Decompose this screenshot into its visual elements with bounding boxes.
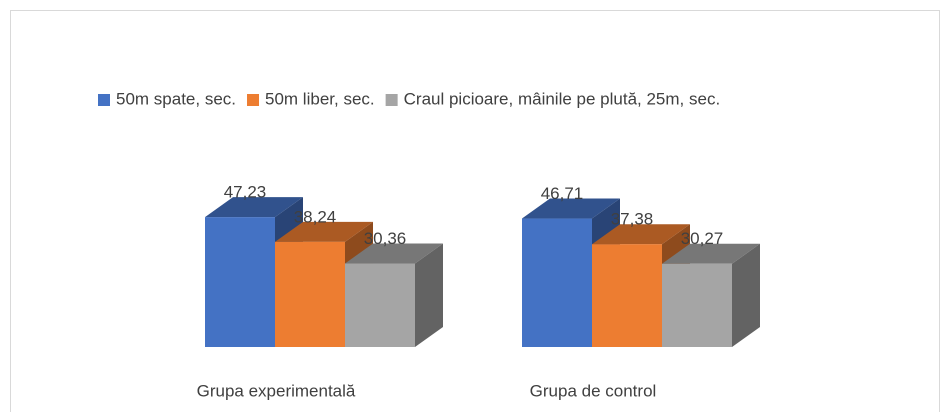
data-label: 30,36 xyxy=(364,229,407,248)
bar-top xyxy=(662,243,760,264)
legend-label: 50m liber, sec. xyxy=(265,89,375,108)
legend-swatch xyxy=(385,94,398,106)
bar-top xyxy=(205,197,303,218)
data-label: 46,71 xyxy=(541,184,584,203)
bar xyxy=(205,217,275,347)
x-tick-label: Grupa experimentală xyxy=(197,381,356,400)
x-tick-label: Grupa de control xyxy=(530,381,657,400)
bar-side xyxy=(732,243,760,347)
bar-top xyxy=(592,224,690,245)
bar-top xyxy=(345,243,443,264)
data-label: 38,24 xyxy=(294,207,337,226)
chart-border xyxy=(10,10,940,417)
data-label: 37,38 xyxy=(611,210,654,229)
legend-label: 50m spate, sec. xyxy=(116,89,236,108)
bar-side xyxy=(415,243,443,347)
legend-swatch xyxy=(247,94,260,106)
bar xyxy=(592,244,662,347)
bar-top xyxy=(275,221,373,242)
data-label: 30,27 xyxy=(681,229,724,248)
data-label: 47,23 xyxy=(224,183,267,202)
bar-top xyxy=(522,198,620,219)
bar xyxy=(522,218,592,347)
bar xyxy=(275,241,345,347)
bar xyxy=(345,263,415,347)
legend-swatch xyxy=(98,94,110,106)
legend-label: Craul picioare, mâinile pe plută, 25m, s… xyxy=(404,89,721,108)
bar xyxy=(662,263,732,347)
